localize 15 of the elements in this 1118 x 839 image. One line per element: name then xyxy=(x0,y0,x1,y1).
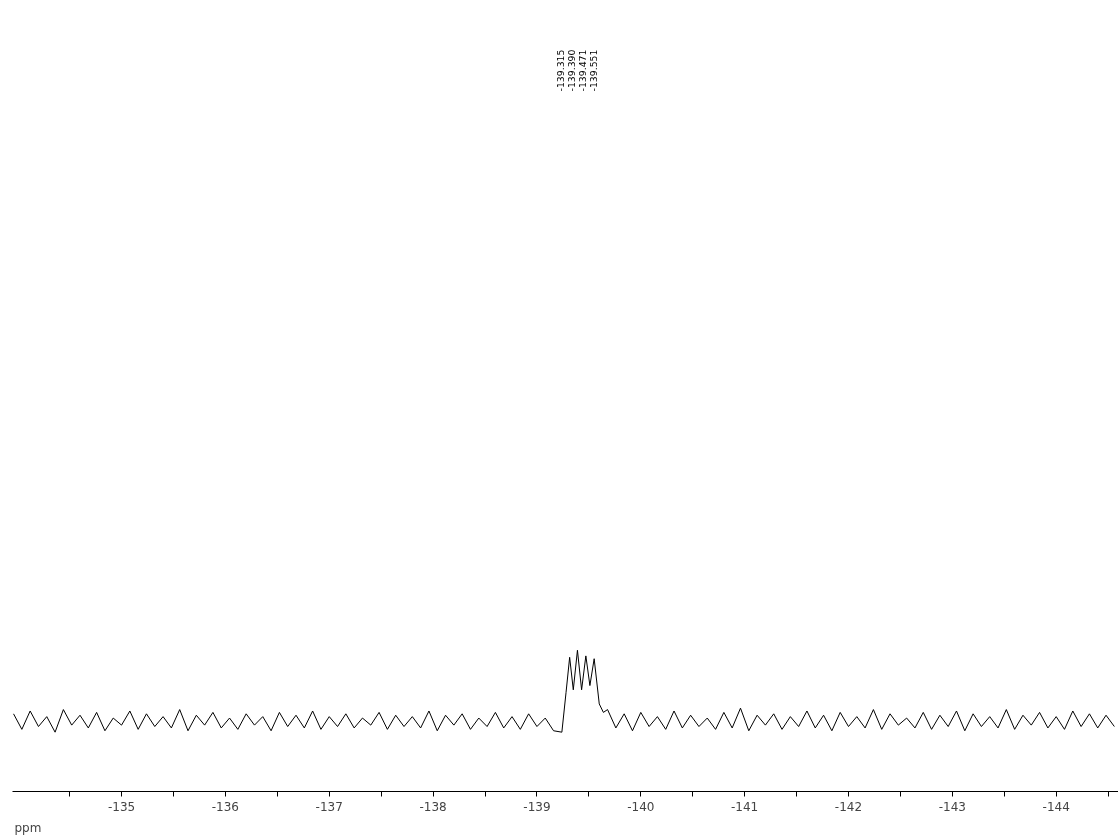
x-tick-label: -138 xyxy=(419,799,447,814)
text: -139.315 xyxy=(555,49,567,92)
x-tick-label: -141 xyxy=(731,799,759,814)
x-axis-title: ppm xyxy=(14,820,42,835)
x-tick-label: -135 xyxy=(107,799,136,814)
x-tick-label: -144 xyxy=(1042,799,1070,814)
x-tick-label: -136 xyxy=(211,799,240,814)
text: -139.471 xyxy=(577,49,589,92)
x-tick-label: -142 xyxy=(834,799,863,814)
text: -139.390 xyxy=(566,49,578,92)
x-tick-label: -143 xyxy=(938,799,966,814)
x-tick-label: -140 xyxy=(627,799,655,814)
x-tick-label: -139 xyxy=(523,799,551,814)
x-tick-label: -137 xyxy=(315,799,343,814)
text: -139.551 xyxy=(588,49,600,92)
